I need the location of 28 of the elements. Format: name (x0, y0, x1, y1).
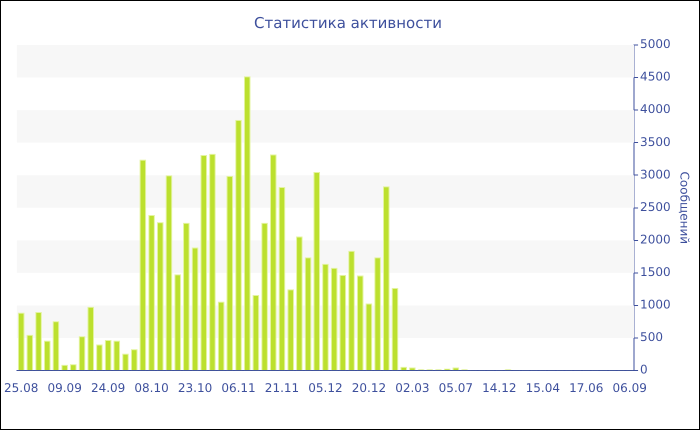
y-tick-label: 4500 (640, 70, 671, 84)
x-tick-label: 20.12 (352, 380, 386, 395)
x-tick-label: 23.10 (178, 380, 212, 395)
y-tick-label: 3000 (640, 167, 671, 182)
y-tick-label: 4000 (640, 102, 671, 116)
x-tick-label: 25.08 (4, 380, 38, 395)
x-tick-label: 06.09 (612, 380, 647, 395)
x-tick-label: 17.06 (569, 380, 604, 395)
x-tick-label: 08.10 (134, 380, 169, 395)
x-tick-label: 09.09 (47, 380, 82, 395)
x-tick-label: 24.09 (90, 380, 126, 395)
x-tick-label: 15.04 (526, 380, 560, 395)
x-tick-label: 02.03 (395, 380, 430, 395)
chart-title: Статистика активности (254, 14, 442, 32)
y-tick-label: 1000 (640, 298, 671, 312)
y-tick-label: 5000 (640, 37, 671, 52)
x-tick-label: 14.12 (482, 380, 516, 395)
x-tick-label: 05.07 (438, 380, 474, 395)
x-tick-label: 05.12 (308, 380, 343, 395)
y-tick-label: 500 (640, 330, 663, 344)
x-tick-label: 06.11 (221, 380, 256, 395)
y-axis-title: Сообщений (678, 172, 692, 244)
y-tick-label: 2500 (640, 200, 671, 214)
y-tick-label: 3500 (640, 134, 671, 149)
y-tick-label: 2000 (640, 232, 671, 246)
y-tick-label: 0 (640, 362, 648, 377)
y-tick-label: 1500 (640, 265, 671, 280)
x-tick-label: 21.11 (264, 380, 300, 395)
